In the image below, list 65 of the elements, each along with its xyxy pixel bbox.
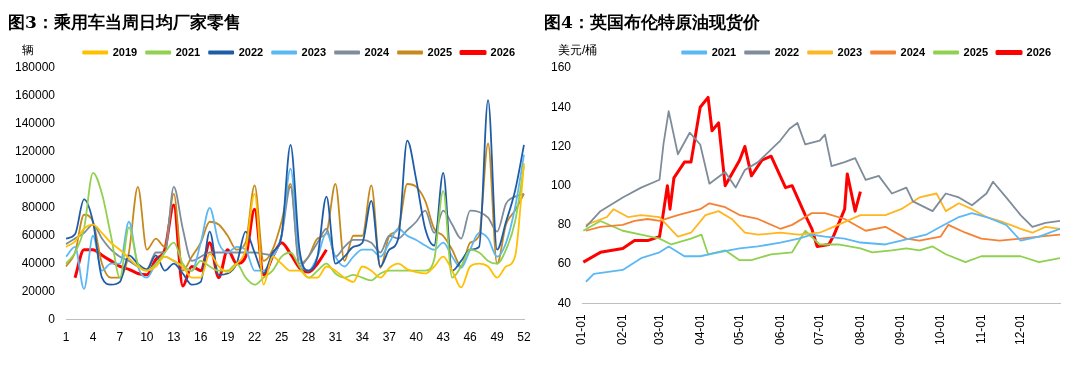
y-tick-label: 160 (550, 60, 572, 75)
x-tick-label: 09-01 (893, 313, 908, 346)
x-tick-label: 7 (116, 330, 124, 345)
x-tick-label: 40 (409, 330, 424, 345)
legend-label: 2025 (963, 45, 989, 58)
x-tick-label: 37 (382, 330, 397, 345)
x-tick-label: 16 (194, 330, 208, 345)
x-tick-label: 19 (221, 330, 235, 345)
x-tick-label: 34 (355, 330, 370, 345)
x-tick-label: 4 (89, 330, 97, 345)
chart-title: 图4：英国布伦特原油现货价 (544, 11, 761, 34)
x-tick-label: 04-01 (692, 313, 707, 346)
x-tick-label: 1 (62, 330, 70, 345)
x-tick-label: 03-01 (651, 313, 666, 346)
legend-label: 2024 (900, 45, 926, 58)
x-tick-label: 10 (140, 330, 154, 345)
chart-title: 图3：乘用车当周日均厂家零售 (8, 11, 242, 34)
legend-label: 2023 (301, 45, 327, 58)
y-tick-label: 20000 (21, 283, 56, 298)
x-tick-label: 28 (301, 330, 316, 345)
y-tick-label: 120000 (15, 144, 56, 159)
y-tick-label: 80 (557, 217, 572, 232)
y-tick-label: 140 (550, 99, 572, 114)
y-tick-label: 180000 (15, 60, 56, 75)
y-tick-label: 40000 (21, 256, 56, 270)
x-tick-label: 06-01 (772, 313, 787, 346)
x-tick-label: 49 (490, 330, 505, 345)
y-tick-label: 80000 (21, 200, 56, 215)
y-tick-label: 120 (550, 138, 572, 153)
y-tick-label: 100000 (15, 172, 56, 187)
y-tick-label: 140000 (15, 116, 56, 131)
y-tick-label: 160000 (15, 88, 56, 103)
x-tick-label: 08-01 (852, 313, 867, 346)
x-tick-label: 12-01 (1012, 313, 1027, 346)
legend-label: 2024 (364, 45, 390, 58)
legend-label: 2026 (490, 45, 516, 58)
x-tick-label: 01-01 (574, 313, 589, 346)
line-series (65, 99, 525, 286)
x-tick-label: 31 (328, 330, 343, 345)
legend-label: 2026 (1026, 45, 1052, 58)
x-tick-label: 10-01 (932, 313, 947, 346)
legend-label: 2021 (711, 45, 737, 58)
x-tick-label: 11-01 (973, 313, 988, 345)
y-tick-label: 40 (557, 295, 572, 310)
y-tick-label: 60000 (21, 228, 56, 243)
x-tick-label: 02-01 (615, 313, 630, 346)
x-tick-label: 52 (517, 330, 531, 345)
x-tick-label: 25 (274, 330, 289, 345)
x-tick-label: 07-01 (812, 313, 827, 346)
x-tick-label: 46 (463, 330, 478, 345)
x-tick-label: 22 (247, 330, 262, 345)
legend-label: 2025 (427, 45, 453, 58)
legend-label: 2019 (112, 45, 138, 58)
legend-label: 2023 (837, 45, 863, 58)
legend-label: 2022 (774, 45, 800, 58)
x-tick-label: 13 (167, 330, 181, 345)
y-tick-label: 100 (550, 177, 572, 192)
legend-label: 2021 (175, 45, 201, 58)
legend-label: 2022 (238, 45, 264, 58)
x-tick-label: 43 (436, 330, 451, 345)
y-axis-title: 辆 (22, 42, 34, 59)
x-tick-label: 05-01 (731, 313, 746, 346)
y-axis-title: 美元/桶 (558, 42, 598, 59)
y-tick-label: 0 (48, 311, 56, 326)
y-tick-label: 60 (557, 256, 572, 271)
